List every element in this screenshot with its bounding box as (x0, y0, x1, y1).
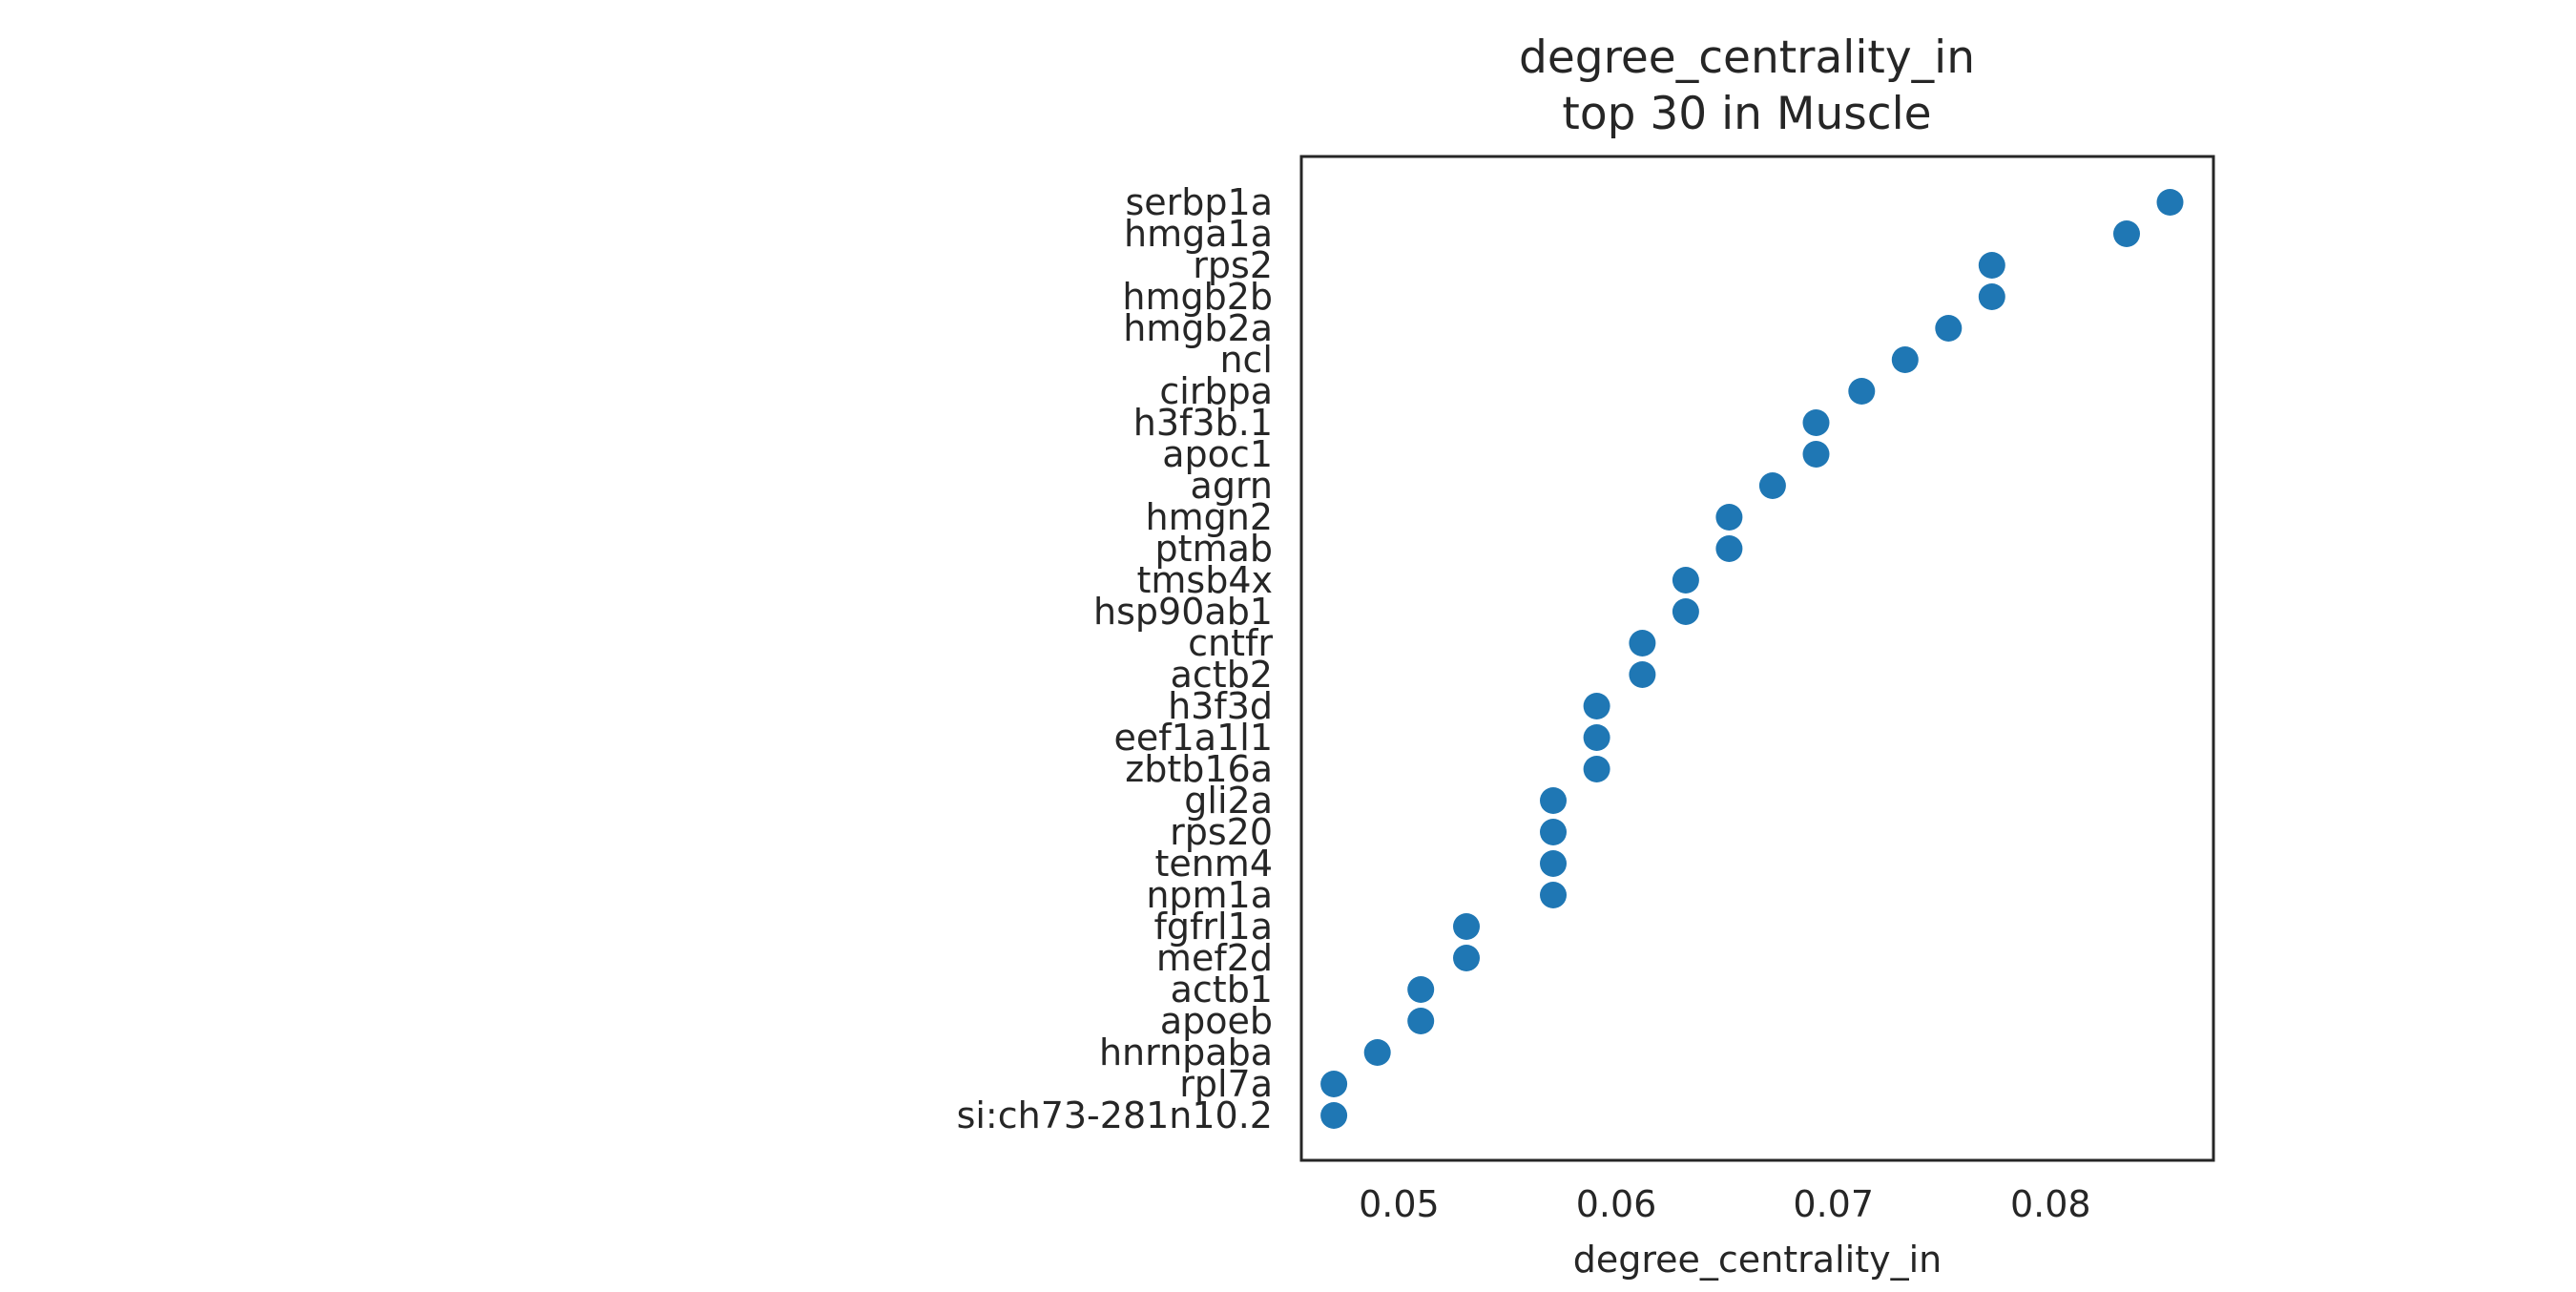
data-point (1978, 252, 2005, 279)
data-point (1453, 913, 1480, 940)
data-point (2113, 220, 2140, 247)
y-tick-label: hnrnpaba (1099, 1032, 1273, 1073)
y-tick-label: serbp1a (1125, 181, 1273, 223)
data-point (1407, 976, 1435, 1003)
y-tick-label: fgfrl1a (1153, 906, 1273, 948)
y-tick-label: zbtb16a (1125, 748, 1273, 790)
chart-subtitle: top 30 in Muscle (1562, 88, 1931, 140)
data-point (1715, 535, 1743, 562)
y-tick-label: rps20 (1170, 811, 1273, 853)
data-point (1715, 504, 1743, 531)
y-axis-ticks: serbp1ahmga1arps2hmgb2bhmgb2anclcirbpah3… (957, 181, 1274, 1136)
data-point (1672, 598, 1699, 625)
y-tick-label: h3f3d (1168, 685, 1273, 727)
data-point (1540, 819, 1567, 845)
data-point (1848, 378, 1876, 405)
data-point (1758, 472, 1786, 499)
y-tick-label: rpl7a (1179, 1063, 1273, 1105)
y-tick-label: tenm4 (1154, 843, 1273, 885)
x-tick-label: 0.07 (1793, 1183, 1874, 1225)
x-tick-label: 0.08 (2010, 1183, 2091, 1225)
x-tick-label: 0.05 (1359, 1183, 1440, 1225)
data-point (1320, 1071, 1348, 1097)
y-tick-label: cntfr (1188, 622, 1273, 664)
data-point (1802, 441, 1830, 468)
data-point (1629, 630, 1656, 656)
y-tick-label: mef2d (1156, 937, 1273, 979)
data-point (2156, 189, 2184, 216)
y-tick-label: npm1a (1146, 874, 1273, 916)
y-tick-label: agrn (1191, 465, 1273, 507)
y-tick-label: cirbpa (1159, 370, 1273, 412)
data-point (1453, 945, 1480, 971)
y-tick-label: apoc1 (1162, 433, 1273, 475)
y-tick-label: hmgb2a (1123, 307, 1273, 349)
data-point (1978, 283, 2005, 310)
y-tick-label: h3f3b.1 (1133, 402, 1273, 444)
data-point (1540, 787, 1567, 814)
x-tick-label: 0.06 (1576, 1183, 1657, 1225)
data-point (1407, 1008, 1435, 1034)
y-tick-label: gli2a (1184, 780, 1273, 822)
y-tick-label: eef1a1l1 (1113, 717, 1273, 759)
y-tick-label: tmsb4x (1137, 559, 1274, 601)
y-tick-label: ptmab (1155, 528, 1273, 570)
data-point (1672, 567, 1699, 594)
data-point (1583, 693, 1610, 719)
y-tick-label: hsp90ab1 (1093, 591, 1273, 633)
y-tick-label: actb1 (1171, 969, 1273, 1011)
x-axis-label: degree_centrality_in (1573, 1239, 1942, 1281)
data-point (1891, 346, 1919, 373)
data-points (1320, 189, 2184, 1129)
data-point (1802, 409, 1830, 436)
data-point (1629, 661, 1656, 688)
y-tick-label: hmga1a (1124, 213, 1273, 255)
data-point (1363, 1039, 1391, 1066)
y-tick-label: si:ch73-281n10.2 (957, 1094, 1273, 1136)
chart-title: degree_centrality_in (1519, 31, 1975, 84)
data-point (1540, 882, 1567, 908)
y-tick-label: ncl (1219, 339, 1273, 381)
data-point (1540, 850, 1567, 877)
y-tick-label: hmgb2b (1122, 276, 1273, 318)
y-tick-label: actb2 (1171, 654, 1273, 696)
y-tick-label: hmgn2 (1146, 496, 1273, 538)
data-point (1583, 756, 1610, 782)
y-tick-label: apoeb (1160, 1000, 1273, 1042)
plot-frame (1299, 155, 2215, 1162)
x-axis-ticks: 0.05 0.06 0.07 0.08 (1359, 1183, 2091, 1225)
data-point (1583, 724, 1610, 751)
y-tick-label: rps2 (1193, 244, 1273, 286)
data-point (1935, 315, 1963, 342)
data-point (1320, 1102, 1348, 1129)
